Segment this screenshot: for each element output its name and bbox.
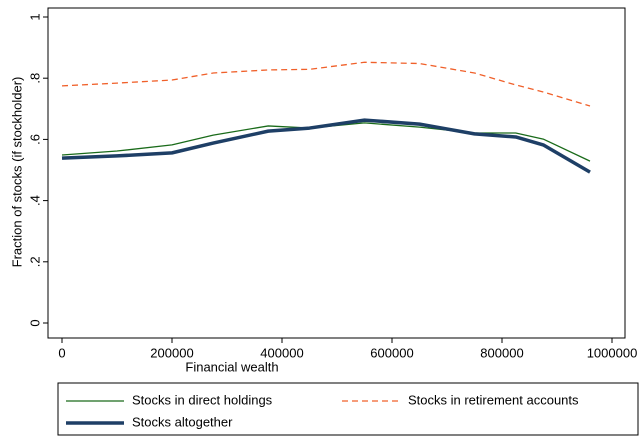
series-line [61,61,591,107]
plot-frame [47,7,626,339]
x-tick-label: 600000 [370,345,413,360]
y-tick-label: .6 [27,134,42,145]
series-line [61,118,591,174]
y-tick-label: .8 [27,73,42,84]
x-tick-label: 0 [58,345,65,360]
legend-box [57,382,639,436]
x-tick-label: 800000 [480,345,523,360]
legend-label: Stocks in direct holdings [132,392,273,407]
y-axis-title: Fraction of stocks (if stockholder) [9,77,24,268]
y-tick-label: 0 [27,319,42,326]
y-tick-label: .2 [27,256,42,267]
legend-label: Stocks in retirement accounts [408,392,579,407]
x-tick-label: 400000 [260,345,303,360]
y-tick-label: .4 [27,195,42,206]
x-tick-label: 1000000 [587,345,638,360]
x-tick-label: 200000 [150,345,193,360]
x-axis-title: Financial wealth [185,359,278,374]
y-tick-label: 1 [27,13,42,20]
legend-label: Stocks altogether [132,414,233,429]
